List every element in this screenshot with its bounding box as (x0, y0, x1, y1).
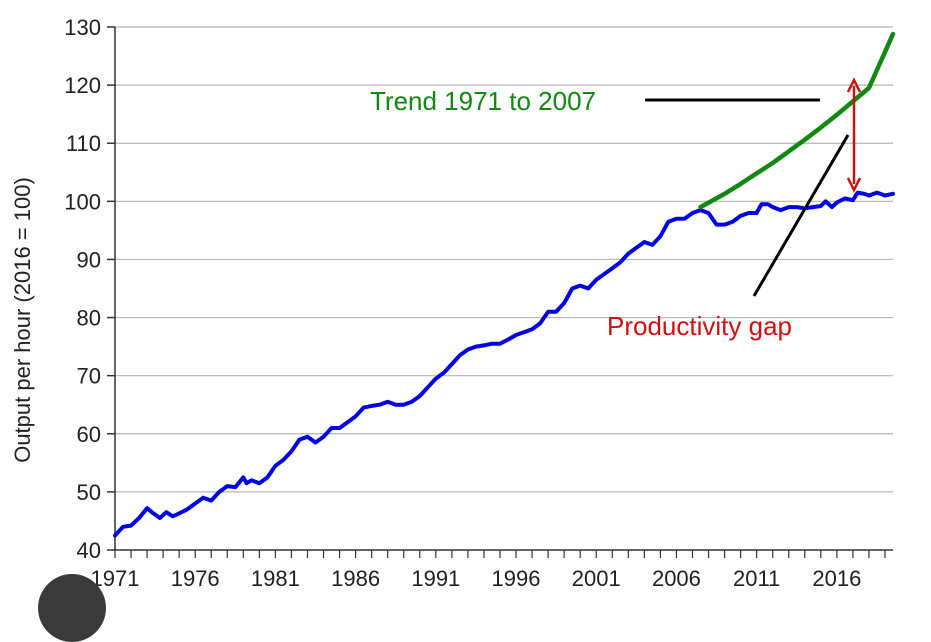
corner-badge (38, 574, 106, 642)
series-layer (113, 31, 896, 538)
x-tick-label: 1976 (171, 566, 220, 591)
trend-annotation-label: Trend 1971 to 2007 (370, 86, 596, 116)
gap-leader-line (752, 134, 850, 297)
x-tick-label: 2001 (572, 566, 621, 591)
y-tick-label: 100 (64, 189, 101, 214)
y-axis: 40 50 60 70 80 90 100 110 120 130 (64, 15, 116, 563)
y-tick-label: 50 (77, 480, 101, 505)
x-tick-label: 1996 (492, 566, 541, 591)
y-tick-label: 80 (77, 306, 101, 331)
y-tick-label: 60 (77, 422, 101, 447)
x-tick-label: 2016 (812, 566, 861, 591)
gap-arrow-head-top (846, 77, 862, 93)
gap-annotation-label: Productivity gap (607, 311, 792, 341)
x-tick-label: 1991 (411, 566, 460, 591)
y-axis-title: Output per hour (2016 = 100) (10, 177, 35, 463)
annotation-layer: Trend 1971 to 2007 Productivity gap (370, 77, 862, 341)
gap-arrow-head-bottom (846, 177, 862, 193)
x-tick-label: 1986 (331, 566, 380, 591)
x-axis: 1971 1976 1981 1986 1991 1996 2001 2006 2011 2016 (91, 549, 893, 591)
x-tick-label: 2006 (652, 566, 701, 591)
y-tick-label: 90 (77, 247, 101, 272)
series-line-trend (698, 31, 896, 210)
y-tick-label: 110 (66, 131, 101, 156)
x-tick-label: 1981 (251, 566, 300, 591)
x-tick-label: 2011 (733, 566, 780, 591)
series-line-output-per-hour (113, 190, 895, 538)
y-tick-label: 130 (64, 15, 101, 40)
gridlines (115, 26, 893, 493)
y-tick-label: 120 (64, 73, 101, 98)
y-tick-label: 70 (77, 364, 101, 389)
y-tick-label: 40 (77, 538, 101, 563)
